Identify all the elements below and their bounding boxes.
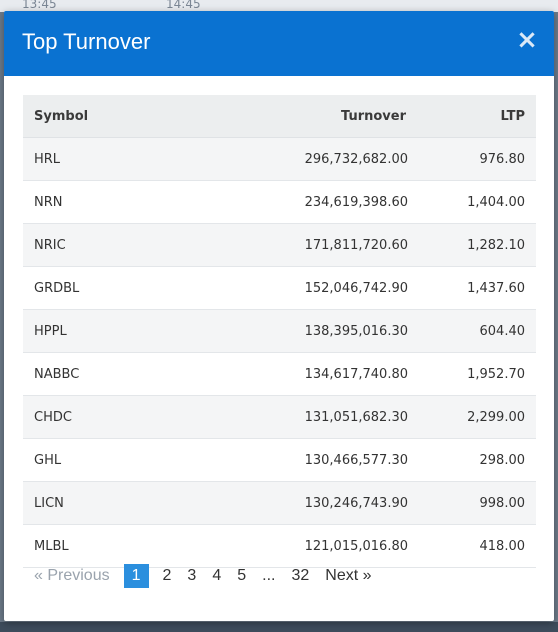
cell-symbol: NRN [23,180,195,224]
column-header-symbol[interactable]: Symbol [23,95,195,138]
table-row[interactable]: NRIC 171,811,720.60 1,282.10 [23,223,536,267]
cell-ltp: 418.00 [418,524,536,568]
cell-turnover: 134,617,740.80 [195,352,418,396]
column-header-ltp[interactable]: LTP [418,95,536,138]
cell-turnover: 138,395,016.30 [195,309,418,353]
cell-ltp: 1,404.00 [418,180,536,224]
table-row[interactable]: GRDBL 152,046,742.90 1,437.60 [23,266,536,310]
cell-ltp: 1,952.70 [418,352,536,396]
cell-turnover: 296,732,682.00 [195,137,418,181]
table-row[interactable]: CHDC 131,051,682.30 2,299.00 [23,395,536,439]
pagination-page[interactable]: 1 [123,564,149,588]
table-row[interactable]: LICN 130,246,743.90 998.00 [23,481,536,525]
cell-ltp: 1,282.10 [418,223,536,267]
cell-symbol: GRDBL [23,266,195,310]
cell-turnover: 131,051,682.30 [195,395,418,439]
modal-header: Top Turnover × [4,11,554,76]
backdrop-time-label: 13:45 [22,0,57,11]
turnover-table: Symbol Turnover LTP HRL 296,732,682.00 976… [23,95,536,568]
pagination-next[interactable]: Next » [325,567,372,584]
cell-symbol: NABBC [23,352,195,396]
cell-symbol: HRL [23,137,195,181]
cell-ltp: 1,437.60 [418,266,536,310]
cell-symbol: LICN [23,481,195,525]
table-row[interactable]: MLBL 121,015,016.80 418.00 [23,524,536,568]
cell-ltp: 604.40 [418,309,536,353]
pagination-page[interactable]: 5 [237,567,247,584]
cell-turnover: 152,046,742.90 [195,266,418,310]
table-row[interactable]: NABBC 134,617,740.80 1,952.70 [23,352,536,396]
close-icon[interactable]: × [516,25,538,55]
backdrop-time-label: 14:45 [166,0,201,11]
pagination-previous[interactable]: « Previous [34,567,110,584]
pagination-page[interactable]: 3 [187,567,197,584]
cell-symbol: MLBL [23,524,195,568]
top-turnover-modal: Top Turnover × Symbol Turnover LTP HRL 29… [4,11,554,621]
pagination-page[interactable]: 2 [162,567,172,584]
cell-ltp: 998.00 [418,481,536,525]
cell-symbol: CHDC [23,395,195,439]
backdrop-chart-strip: 13:45 14:45 [0,0,558,12]
pagination: « Previous 1 2 3 4 5 ... 32 Next » [32,564,380,588]
modal-title: Top Turnover [22,29,151,54]
column-header-turnover[interactable]: Turnover [195,95,418,138]
pagination-ellipsis: ... [262,567,276,584]
table-row[interactable]: HRL 296,732,682.00 976.80 [23,137,536,181]
cell-turnover: 234,619,398.60 [195,180,418,224]
backdrop-footer [0,622,558,632]
cell-turnover: 121,015,016.80 [195,524,418,568]
table-row[interactable]: HPPL 138,395,016.30 604.40 [23,309,536,353]
pagination-page[interactable]: 4 [212,567,222,584]
cell-ltp: 298.00 [418,438,536,482]
cell-symbol: HPPL [23,309,195,353]
cell-ltp: 976.80 [418,137,536,181]
pagination-page[interactable]: 32 [291,567,310,584]
table-body: HRL 296,732,682.00 976.80 NRN 234,619,398.60… [23,137,536,568]
cell-symbol: NRIC [23,223,195,267]
cell-turnover: 130,466,577.30 [195,438,418,482]
cell-turnover: 171,811,720.60 [195,223,418,267]
cell-ltp: 2,299.00 [418,395,536,439]
table-header-row: Symbol Turnover LTP [23,95,536,138]
cell-symbol: GHL [23,438,195,482]
table-row[interactable]: NRN 234,619,398.60 1,404.00 [23,180,536,224]
cell-turnover: 130,246,743.90 [195,481,418,525]
table-row[interactable]: GHL 130,466,577.30 298.00 [23,438,536,482]
